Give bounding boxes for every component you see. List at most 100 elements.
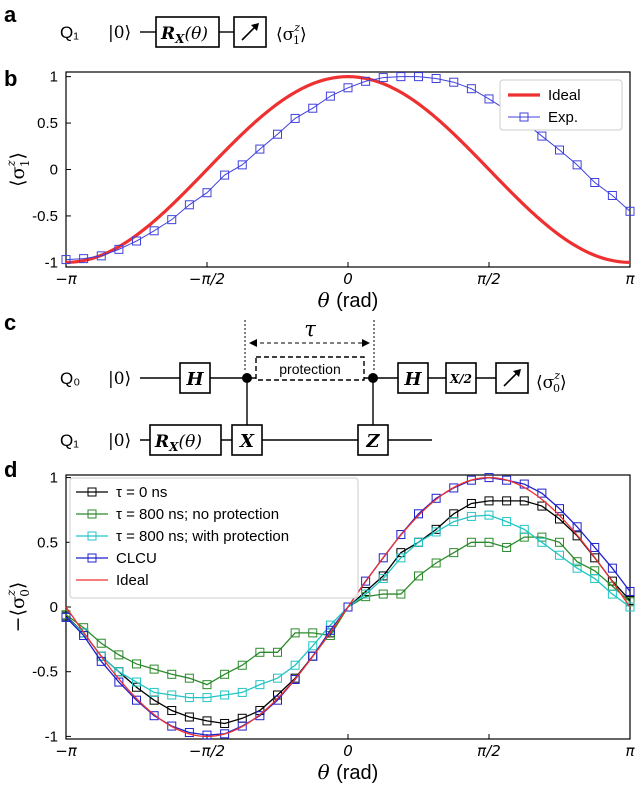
series-0-marker bbox=[184, 712, 194, 722]
series-2-marker bbox=[625, 602, 635, 612]
series-2-marker bbox=[484, 510, 494, 520]
rx-gate-box bbox=[149, 424, 222, 456]
series-0-marker bbox=[466, 498, 476, 508]
series-exp-marker bbox=[590, 178, 600, 187]
h-gate-box bbox=[397, 362, 429, 394]
series-2-marker bbox=[555, 550, 564, 560]
series-1-marker bbox=[167, 669, 177, 679]
series-2-marker bbox=[308, 641, 318, 651]
series-2-marker bbox=[361, 589, 371, 599]
y-tick-label: 1 bbox=[50, 470, 58, 487]
circuit-a-qubit-label: Q₁ bbox=[60, 23, 79, 42]
panel-label-a: a bbox=[4, 2, 17, 27]
x-gate-label: X bbox=[239, 431, 255, 452]
y-tick-label: 1 bbox=[50, 69, 58, 86]
series-1-marker bbox=[290, 628, 300, 638]
y-tick-label: 0 bbox=[50, 162, 58, 179]
h-gate-box bbox=[179, 362, 211, 394]
series-2-marker bbox=[537, 537, 547, 547]
measure-arrow-icon bbox=[241, 23, 259, 41]
series-2-marker bbox=[431, 527, 441, 537]
series-exp-marker bbox=[484, 94, 494, 104]
series-3-marker bbox=[202, 730, 212, 740]
series-0-marker bbox=[202, 716, 212, 726]
series-3-marker bbox=[502, 475, 512, 485]
y-tick-label: -0.5 bbox=[32, 664, 58, 681]
protection-label: protection bbox=[279, 361, 340, 377]
x-tick-label: −π bbox=[55, 270, 78, 288]
series-1-marker bbox=[132, 659, 141, 669]
panel-label-c: c bbox=[4, 310, 16, 335]
series-ideal-line bbox=[65, 75, 631, 264]
series-2-marker bbox=[132, 677, 141, 687]
series-0-marker bbox=[132, 682, 141, 692]
series-1-marker bbox=[555, 537, 564, 547]
series-0-marker bbox=[396, 548, 406, 558]
series-2-marker bbox=[590, 574, 600, 584]
x-axis-label: θ (rad) bbox=[318, 288, 379, 312]
legend-label-3: CLCU bbox=[116, 550, 157, 567]
x-axis-label: θ (rad) bbox=[318, 760, 379, 784]
series-0-marker bbox=[537, 501, 547, 511]
series-exp-marker bbox=[466, 84, 476, 94]
series-1-marker bbox=[273, 647, 282, 657]
circuit-a-readout: ⟨σz 1⟩ bbox=[276, 21, 307, 47]
series-exp-marker bbox=[202, 188, 212, 198]
rx-gate-label: RX(θ) bbox=[154, 432, 202, 454]
series-0-marker bbox=[167, 706, 177, 716]
circuit-c-q1-ket: |0⟩ bbox=[108, 431, 131, 451]
x-tick-label: −π/2 bbox=[189, 742, 225, 760]
series-exp-marker bbox=[96, 251, 106, 261]
chart-d: −π −π/2 0 π/2 π 1 0.5 0 -0.5 -1 θ (rad) −⟨σz0⟩ τ = 0… bbox=[4, 470, 635, 784]
series-2-marker bbox=[414, 537, 423, 547]
series-exp-marker bbox=[555, 145, 564, 155]
circuit-c-readout: ⟨σz 0⟩ bbox=[536, 369, 567, 395]
x-tick-label: −π/2 bbox=[189, 270, 225, 288]
series-3-marker bbox=[378, 553, 388, 563]
series-exp-marker bbox=[237, 160, 247, 170]
series-exp-marker bbox=[114, 244, 124, 254]
series-1-marker bbox=[184, 673, 194, 683]
circuit-c-q0-ket: |0⟩ bbox=[108, 369, 131, 389]
series-exp-line bbox=[65, 76, 631, 261]
series-1-marker bbox=[396, 589, 406, 599]
series-ideal-line bbox=[65, 476, 631, 738]
circuit-a-ket: |0⟩ bbox=[108, 23, 131, 43]
series-3-marker bbox=[607, 563, 617, 573]
y-axis-label: ⟨σz1⟩ bbox=[4, 152, 32, 187]
legend-marker-0 bbox=[87, 487, 97, 497]
y-tick-label: 0.5 bbox=[37, 534, 58, 551]
series-exp-marker bbox=[361, 76, 371, 86]
series-1-marker bbox=[114, 650, 124, 660]
series-2-marker bbox=[114, 667, 124, 677]
series-exp-marker bbox=[79, 254, 89, 264]
series-3-marker bbox=[361, 576, 371, 586]
series-3-marker bbox=[343, 602, 353, 612]
series-exp-marker bbox=[273, 129, 282, 139]
series-2-marker bbox=[149, 687, 159, 697]
series-3-marker bbox=[255, 711, 265, 721]
series-exp-marker bbox=[431, 74, 441, 83]
h-gate-label: H bbox=[403, 369, 422, 390]
legend-d: τ = 0 ns τ = 800 ns; no protection τ = 800… bbox=[69, 477, 359, 599]
control-dot bbox=[368, 373, 378, 383]
series-2-marker bbox=[220, 690, 230, 700]
x-half-gate-label: X/2 bbox=[449, 372, 472, 386]
series-exp-marker bbox=[343, 83, 353, 93]
series-exp-marker bbox=[255, 144, 265, 154]
series-exp-marker bbox=[132, 236, 141, 246]
series-2-marker bbox=[237, 687, 247, 697]
legend-marker-3 bbox=[87, 553, 97, 563]
series-exp-marker bbox=[414, 72, 423, 82]
series-exp-marker bbox=[607, 191, 617, 200]
series-1-marker bbox=[466, 537, 476, 547]
legend-label-ideal: Ideal bbox=[548, 87, 581, 104]
series-1-marker bbox=[502, 542, 512, 552]
circuit-a: Q₁ |0⟩ RX(θ) ⟨σz 1⟩ bbox=[60, 16, 307, 48]
series-2-marker bbox=[466, 511, 476, 521]
series-1-marker bbox=[308, 628, 318, 638]
series-2-marker bbox=[290, 660, 300, 670]
series-3-marker bbox=[149, 711, 159, 721]
y-tick-label: 0.5 bbox=[37, 115, 58, 132]
series-exp-marker bbox=[149, 226, 159, 236]
